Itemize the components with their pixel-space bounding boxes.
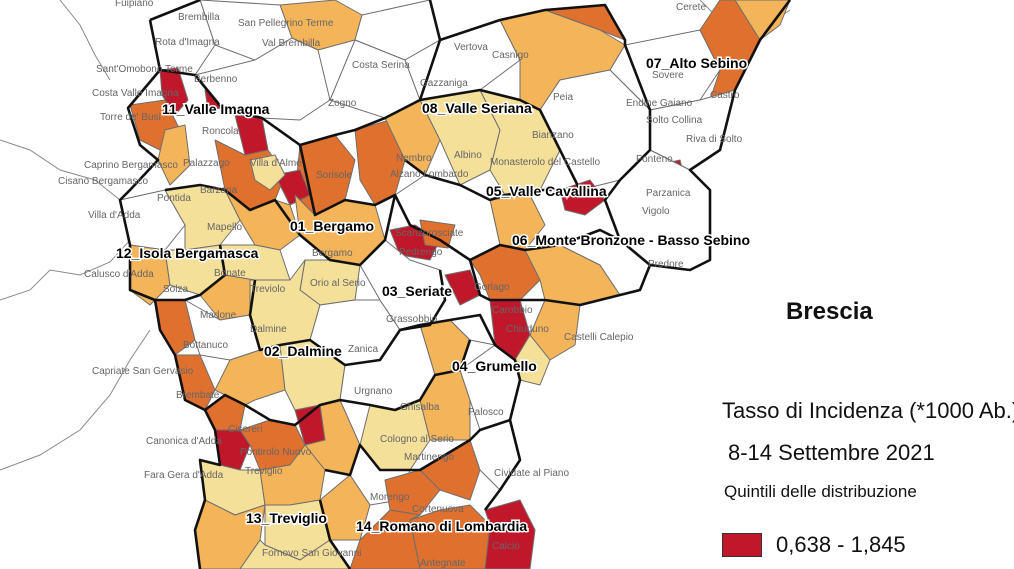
town-label: Bottanuco [183, 340, 228, 351]
town-label: Fuipiano [115, 0, 154, 9]
town-label: Orio al Serio [310, 278, 366, 289]
town-label: Fara Gera d'Adda [144, 470, 224, 481]
town-label: Calusco d'Adda [84, 269, 154, 280]
town-label: Zanica [348, 344, 378, 355]
district-label: 02_Dalmine [264, 343, 342, 359]
town-label: Sovere [652, 70, 684, 81]
town-label: Val Brembilla [262, 38, 321, 49]
district-label: 13_Treviglio [246, 510, 327, 526]
town-label: Cerete [676, 2, 706, 13]
town-label: Nembro [396, 153, 432, 164]
town-label: Roncola [202, 126, 239, 137]
town-label: Fornovo San Giovanni [262, 548, 362, 559]
town-label: Berbenno [194, 74, 238, 85]
town-label: Gazzaniga [420, 78, 468, 89]
town-label: Palazzago [183, 158, 230, 169]
town-label: Riva di Solto [686, 134, 743, 145]
town-label: Gorlago [474, 282, 510, 293]
town-label: Torre de' Busi [100, 112, 161, 123]
town-label: Vigolo [642, 206, 670, 217]
town-label: Albino [454, 150, 482, 161]
town-label: Capriate San Gervasio [92, 366, 194, 377]
town-label: Palosco [468, 407, 504, 418]
town-label: Treviglio [245, 466, 283, 477]
town-label: Calcio [492, 541, 520, 552]
town-label: Sorisole [316, 170, 353, 181]
legend-range: 0,638 - 1,845 [776, 532, 906, 557]
province-label: Brescia [786, 298, 873, 325]
district-label: 04_Grumello [452, 358, 537, 374]
town-label: Grassobbio [386, 314, 438, 325]
district-label: 08_Valle Seriana [422, 100, 532, 116]
town-label: Parzanica [646, 188, 691, 199]
town-label: Cividate al Piano [494, 468, 569, 479]
town-label: Villa d'Adda [88, 210, 141, 221]
town-label: Fonteno [636, 154, 673, 165]
town-label: Sant'Omobono Terme [96, 64, 193, 75]
town-label: Cisereri [228, 424, 262, 435]
town-label: Antegnate [420, 558, 466, 569]
town-label: Mapello [207, 222, 242, 233]
town-label: Pontirolo Nuovo [240, 447, 312, 458]
town-label: Cortenuova [412, 504, 464, 515]
town-label: Bonate [214, 268, 246, 279]
town-label: Dalmine [250, 324, 287, 335]
legend-class-row: 0,638 - 1,845 [722, 532, 906, 558]
town-label: Solza [163, 284, 188, 295]
town-label: Villa d'Almè [250, 158, 302, 169]
district-labels: 01_Bergamo 02_Dalmine 03_Seriate 04_Grum… [115, 54, 752, 536]
district-borders [118, 0, 792, 569]
town-label: Castro [710, 90, 740, 101]
town-label: Costa Serina [352, 60, 410, 71]
town-label: Casnigo [492, 50, 529, 61]
legend-period: 8-14 Settembre 2021 [728, 440, 935, 465]
town-label: Rota d'Imagna [155, 37, 220, 48]
legend-title: Tasso di Incidenza (*1000 Ab.) [722, 398, 1014, 423]
district-label: 14_Romano di Lombardia [356, 518, 527, 534]
town-label: Chiuduno [506, 324, 549, 335]
town-label: Vertova [454, 42, 488, 53]
legend-swatch [722, 533, 762, 557]
town-label: Madone [200, 310, 237, 321]
town-label: Brembate [176, 390, 220, 401]
town-label: Caprino Bergamasco [84, 160, 178, 171]
town-label: Treviolo [250, 284, 286, 295]
town-label: Canonica d'Adda [146, 436, 222, 447]
town-label: Pedrengo [399, 247, 443, 258]
town-label: Morengo [370, 492, 410, 503]
district-label: 12_Isola Bergamasca [116, 245, 259, 261]
legend-subtitle: Quintili delle distribuzione [724, 482, 917, 501]
town-label: Predore [648, 259, 684, 270]
town-label: Castelli Calepio [564, 332, 634, 343]
town-label: Ghisalba [400, 402, 440, 413]
town-label: Costa Valle Imagna [92, 88, 179, 99]
town-label: Carobbio [492, 305, 533, 316]
district-label: 01_Bergamo [290, 218, 374, 234]
district-label: 07_Alto Sebino [646, 55, 747, 71]
town-label: Monasterolo del Castello [490, 157, 600, 168]
district-label: 11_Valle Imagna [162, 101, 270, 117]
town-label: San Pellegrino Terme [238, 18, 334, 29]
town-label: Bergamo [312, 248, 353, 259]
town-label: Cologno al Serio [380, 434, 454, 445]
town-label: Peia [553, 92, 573, 103]
town-label: Bianzano [532, 130, 574, 141]
district-label: 05_Valle Cavallina [486, 183, 607, 199]
town-label: Alzano Lombardo [390, 169, 469, 180]
town-label: Martinengo [404, 452, 454, 463]
town-label: Barzana [200, 185, 238, 196]
town-label: Zogno [328, 98, 357, 109]
town-label: Urgnano [354, 386, 393, 397]
town-label: Cisano Bergamasco [58, 176, 148, 187]
town-label: Brembilla [178, 12, 220, 23]
town-labels: Fuipiano Brembilla Rota d'Imagna San Pel… [58, 0, 743, 569]
town-label: Endine Gaiano [626, 98, 693, 109]
town-label: Scanzorosciate [395, 228, 464, 239]
district-label: 06_Monte Bronzone - Basso Sebino [512, 232, 750, 248]
town-label: Pontida [157, 193, 191, 204]
town-label: Solto Collina [646, 115, 703, 126]
district-label: 03_Seriate [382, 283, 452, 299]
